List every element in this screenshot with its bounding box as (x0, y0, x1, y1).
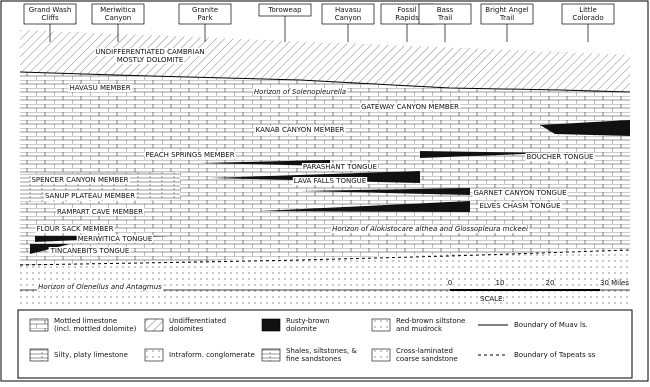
legend-label: fine sandstones (286, 355, 342, 363)
scale-tick: 10 (496, 279, 505, 287)
legend-label: Boundary of Muav ls. (514, 321, 588, 329)
location-label: Grand Wash (29, 6, 72, 14)
label-bg (254, 126, 346, 134)
legend-swatch (29, 348, 49, 362)
label-bg (252, 88, 348, 96)
unit-label: PEACH SPRINGS MEMBER (145, 151, 234, 159)
unit-label: Horizon of Solenopleurella (254, 88, 346, 96)
tongue (540, 120, 630, 136)
location-label: Trail (499, 14, 514, 22)
label-bg (115, 56, 185, 64)
location-label: Fossil (397, 6, 416, 14)
label-bg (48, 247, 131, 255)
label-bg (68, 84, 132, 92)
location-label: Park (197, 14, 213, 22)
unit-label: HAVASU MEMBER (69, 84, 130, 92)
tongue (200, 160, 330, 166)
label-bg (525, 153, 595, 161)
muav-boundary (19, 71, 631, 93)
unit-label: ELVES CHASM TONGUE (479, 202, 560, 210)
tongue (420, 151, 550, 158)
label-bg (144, 151, 236, 159)
location-label: Bass (437, 6, 454, 14)
legend-label: Red-brown siltstone (396, 317, 465, 325)
unit-label: BOUCHER TONGUE (527, 153, 594, 161)
label-bg (37, 283, 164, 291)
location-label: Toroweap (267, 6, 302, 14)
scale-title: SCALE: (480, 295, 505, 303)
unit-label: GATEWAY CANYON MEMBER (361, 103, 459, 111)
unit-label: SANUP PLATEAU MEMBER (45, 192, 135, 200)
legend-label: Shales, siltstones, & (286, 347, 357, 355)
location-label: Bright Angel (485, 6, 528, 14)
legend-label: Intraform. conglomerate (169, 351, 255, 359)
label-bg (76, 235, 154, 243)
unit-label: Horizon of Olenellus and Antagmus (38, 283, 162, 291)
label-bg (359, 103, 461, 111)
location-label: Canyon (105, 14, 131, 22)
location-label: Canyon (335, 14, 361, 22)
unit-label: SPENCER CANYON MEMBER (31, 176, 128, 184)
tapeats-boundary (19, 249, 631, 266)
legend-swatch (144, 348, 164, 362)
location-label: Granite (192, 6, 218, 14)
location-label: Little (579, 6, 597, 14)
location-label: Trail (437, 14, 452, 22)
unit-label: MOSTLY DOLOMITE (117, 56, 184, 64)
legend-swatch (371, 348, 391, 362)
label-bg (35, 225, 115, 233)
legend-label: Undifferentiated (169, 317, 226, 325)
unit-label: Horizon of Alokistocare althea and Gloss… (332, 225, 528, 233)
location-label: Havasu (335, 6, 361, 14)
legend-swatch (261, 318, 281, 332)
label-bg (94, 48, 206, 56)
location-label: Colorado (572, 14, 603, 22)
label-bg (472, 189, 568, 197)
location-label: Rapids (395, 14, 419, 22)
label-bg (43, 192, 137, 200)
unit-label: UNDIFFERENTIATED CAMBRIAN (95, 48, 204, 56)
unit-label: GARNET CANYON TONGUE (473, 189, 566, 197)
location-label: Cliffs (41, 14, 59, 22)
label-bg (478, 202, 562, 210)
label-bg (55, 208, 145, 216)
scale-tick: 20 (546, 279, 555, 287)
tongue (300, 188, 470, 195)
sandstone (20, 250, 630, 305)
legend-label: Cross-laminated (396, 347, 453, 355)
scale-tick: 0 (448, 279, 452, 287)
legend-label: (incl. mottled dolomite) (54, 325, 137, 333)
legend-label: Mottled limestone (54, 317, 117, 325)
location-label: Meriwitica (100, 6, 136, 14)
unit-label: MERIWITICA TONGUE (78, 235, 153, 243)
legend-label: dolomite (286, 325, 317, 333)
legend-label: dolomites (169, 325, 204, 333)
label-bg (301, 163, 379, 171)
legend-swatch (371, 318, 391, 332)
label-bg (292, 177, 368, 185)
legend-label: Silty, platy limestone (54, 351, 128, 359)
unit-label: PARASHANT TONGUE (303, 163, 377, 171)
unit-label: KANAB CANYON MEMBER (256, 126, 345, 134)
legend-label: Boundary of Tapeats ss (514, 351, 596, 359)
scale-tick: 30 Miles (600, 279, 629, 287)
tongue (260, 201, 470, 212)
legend-label: coarse sandstone (396, 355, 458, 363)
unit-label: LAVA FALLS TONGUE (294, 177, 366, 185)
legend-frame (17, 309, 633, 379)
label-bg (331, 225, 529, 233)
legend-label: Rusty-brown (286, 317, 330, 325)
unit-label: RAMPART CAVE MEMBER (57, 208, 143, 216)
legend-swatch (29, 318, 49, 332)
legend-label: and mudrock (396, 325, 443, 333)
unit-label: TINCANEBITS TONGUE (50, 247, 130, 255)
label-bg (30, 176, 130, 184)
legend-swatch (261, 348, 281, 362)
unit-label: FLOUR SACK MEMBER (37, 225, 114, 233)
legend-swatch (144, 318, 164, 332)
